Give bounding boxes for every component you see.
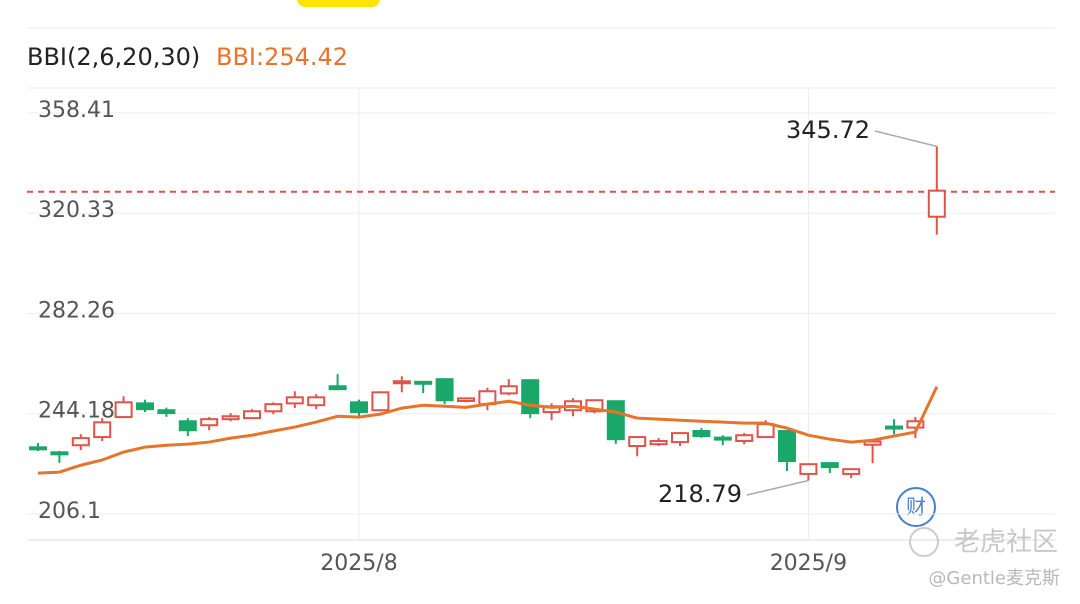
candle-body	[243, 410, 261, 420]
candle-body	[671, 432, 689, 444]
candle-body	[114, 401, 133, 419]
candle-body	[178, 420, 197, 432]
candle-body	[885, 425, 903, 430]
indicator-title: BBI(2,6,20,30)	[27, 43, 200, 71]
y-tick-label: 282.26	[38, 298, 115, 323]
candle-body	[307, 396, 326, 407]
candle-body	[264, 403, 283, 413]
x-tick-label: 2025/8	[320, 551, 397, 576]
watermark-logo	[909, 527, 939, 557]
candle-body	[799, 463, 818, 475]
watermark: 老虎社区	[954, 528, 1058, 558]
candle-body	[328, 385, 347, 391]
candle-body	[778, 430, 796, 463]
candle-body	[350, 401, 368, 414]
candle-body	[692, 430, 711, 438]
candle-body	[606, 400, 625, 441]
candle-body	[713, 436, 732, 441]
tab-indicator	[297, 0, 380, 7]
high-label: 345.72	[786, 116, 870, 144]
y-tick-label: 358.41	[38, 98, 115, 123]
credit: @Gentle麦克斯	[928, 568, 1060, 589]
candle-body	[136, 402, 154, 411]
candle-body	[392, 380, 411, 385]
candle-body	[414, 380, 433, 385]
candle-body	[906, 420, 925, 429]
leader-line	[746, 479, 809, 496]
candle-body	[820, 462, 839, 469]
badge-circle	[896, 487, 936, 527]
candle-body	[499, 385, 518, 395]
candle-body	[221, 415, 240, 421]
candle-body	[71, 437, 90, 447]
candle-body	[200, 418, 219, 427]
candle-body	[735, 434, 754, 443]
candle-body	[927, 189, 946, 218]
candle-body	[457, 397, 475, 403]
leader-line	[874, 130, 937, 148]
candle-body	[285, 396, 304, 405]
low-label: 218.79	[658, 480, 742, 508]
bbi-line	[37, 386, 939, 475]
candle-body	[29, 446, 47, 451]
x-tick-label: 2025/9	[770, 551, 847, 576]
y-tick-label: 320.33	[38, 198, 115, 223]
y-tick-label: 244.18	[38, 399, 115, 424]
candle-body	[435, 378, 454, 402]
candle-body	[521, 379, 540, 415]
badge: 财	[906, 495, 926, 519]
candle-body	[628, 436, 647, 448]
candle-body	[157, 409, 176, 415]
candle-body	[50, 451, 69, 456]
y-tick-label: 206.1	[38, 499, 101, 524]
candle-body	[371, 391, 390, 412]
candle-body	[649, 440, 668, 446]
candle-body	[842, 468, 861, 475]
candle-body	[585, 399, 604, 413]
candle-body	[93, 421, 112, 439]
candle-body	[756, 423, 775, 439]
indicator-value: BBI:254.42	[216, 43, 348, 71]
